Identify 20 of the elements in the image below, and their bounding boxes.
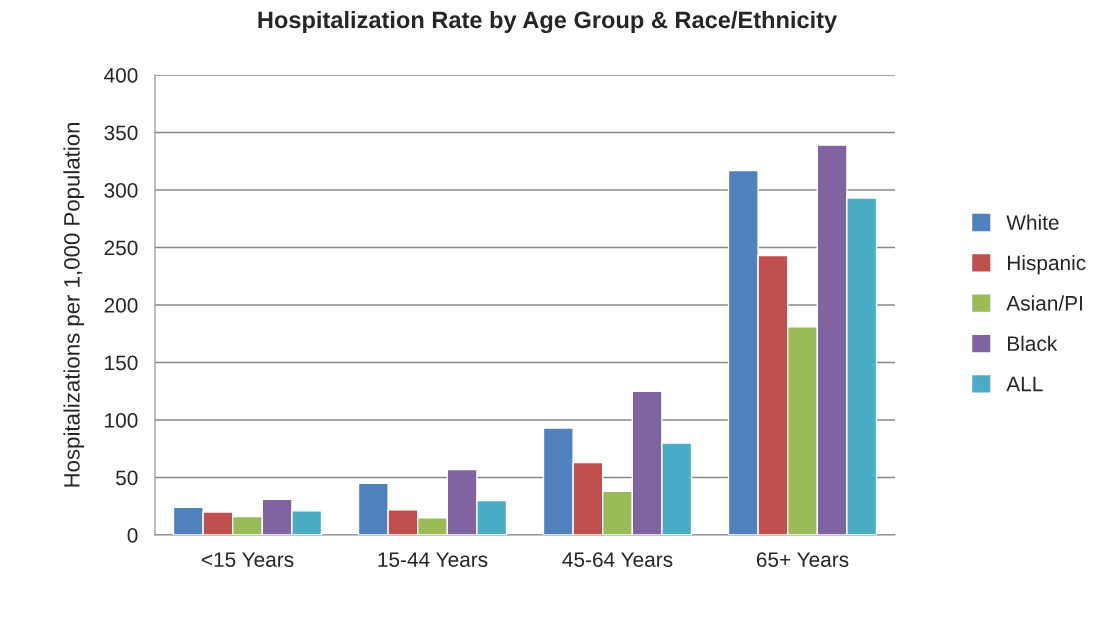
y-tick-label: 350: [104, 125, 138, 141]
legend-label: White: [1006, 214, 1059, 230]
legend-label: Black: [1007, 335, 1058, 352]
legend-label: Hispanic: [1007, 254, 1086, 275]
y-tick-label: 50: [116, 470, 138, 486]
y-tick-label: 400: [104, 68, 138, 83]
chart-title: Hospitalization Rate by Age Group & Race/Ethnicity: [258, 10, 838, 34]
x-tick-label: <15 Years: [201, 552, 294, 567]
y-tick-label: 0: [127, 528, 138, 543]
y-axis-title: Hospitalizations per 1,000 Population: [63, 122, 85, 487]
x-tick-label: 65+ Years: [756, 552, 849, 567]
legend-label: Asian/PI: [1006, 295, 1082, 311]
legend-label: ALL: [1006, 376, 1043, 392]
y-tick-label: 150: [105, 355, 138, 371]
y-tick-label: 100: [105, 413, 138, 428]
y-tick-label: 200: [104, 298, 138, 313]
x-tick-label: 15-44 Years: [378, 552, 488, 567]
x-tick-label: 45-64 Years: [562, 552, 673, 567]
y-tick-label: 250: [104, 240, 138, 256]
y-tick-label: 300: [104, 183, 138, 198]
